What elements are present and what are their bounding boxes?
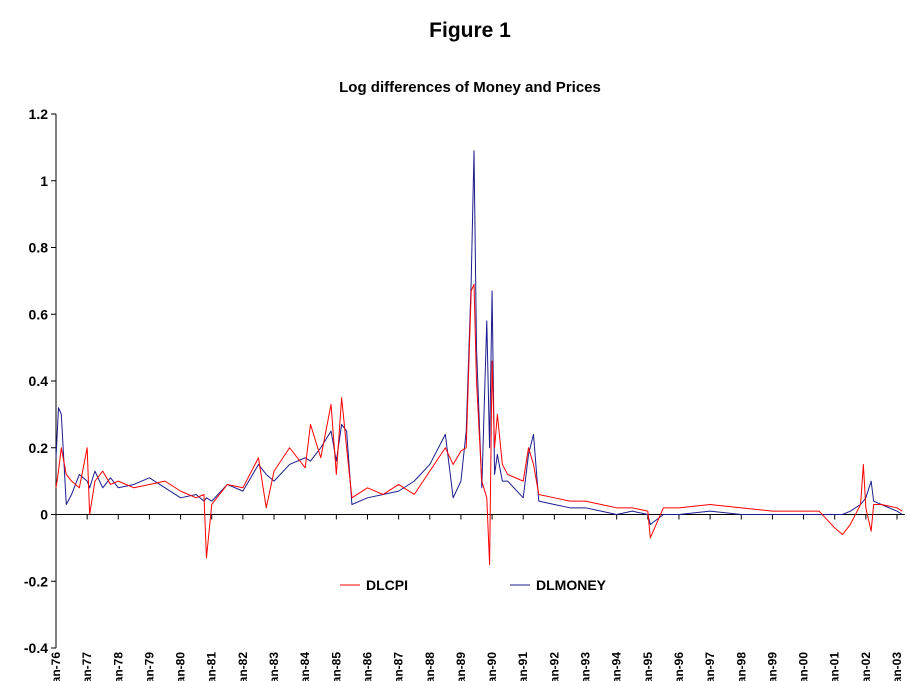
series-line <box>55 283 903 566</box>
x-tick-label: Jan-89 <box>454 652 468 681</box>
x-tick-label: Jan-78 <box>111 652 125 681</box>
x-tick-label: Jan-84 <box>298 652 312 681</box>
chart-title: Figure 1 <box>429 19 511 42</box>
y-tick-label: -0.2 <box>24 573 48 589</box>
y-tick-label: 0.4 <box>29 373 49 389</box>
x-tick-label: Jan-83 <box>267 652 281 681</box>
y-tick-label: 0.6 <box>29 306 49 322</box>
x-tick-label: Jan-02 <box>859 652 873 681</box>
x-tick-label: Jan-85 <box>329 652 343 681</box>
y-tick-label: 1 <box>40 173 48 189</box>
y-tick-label: -0.4 <box>24 640 48 656</box>
x-tick-label: Jan-79 <box>142 652 156 681</box>
x-tick-label: Jan-76 <box>49 652 63 681</box>
x-tick-label: Jan-95 <box>641 652 655 681</box>
x-tick-label: Jan-88 <box>423 652 437 681</box>
legend-label: DLCPI <box>366 577 408 593</box>
series-line <box>55 150 903 526</box>
x-tick-label: Jan-94 <box>610 652 624 681</box>
x-tick-label: Jan-90 <box>485 652 499 681</box>
x-tick-label: Jan-99 <box>765 652 779 681</box>
x-tick-label: Jan-91 <box>516 652 530 681</box>
x-tick-label: Jan-97 <box>703 652 717 681</box>
x-tick-label: Jan-03 <box>890 652 904 681</box>
x-tick-label: Jan-86 <box>360 652 374 681</box>
x-tick-label: Jan-77 <box>80 652 94 681</box>
x-tick-label: Jan-92 <box>547 652 561 681</box>
x-tick-label: Jan-00 <box>797 652 811 681</box>
y-tick-label: 1.2 <box>29 106 49 122</box>
y-tick-label: 0.2 <box>29 440 49 456</box>
x-tick-label: Jan-98 <box>734 652 748 681</box>
chart-subtitle: Log differences of Money and Prices <box>339 79 601 96</box>
x-tick-label: Jan-82 <box>236 652 250 681</box>
x-tick-label: Jan-80 <box>174 652 188 681</box>
x-tick-label: Jan-87 <box>392 652 406 681</box>
x-tick-label: Jan-96 <box>672 652 686 681</box>
x-tick-label: Jan-93 <box>579 652 593 681</box>
legend-label: DLMONEY <box>536 577 607 593</box>
x-tick-label: Jan-01 <box>828 652 842 681</box>
y-tick-label: 0 <box>40 507 48 523</box>
y-tick-label: 0.8 <box>29 240 49 256</box>
x-tick-label: Jan-81 <box>205 652 219 681</box>
